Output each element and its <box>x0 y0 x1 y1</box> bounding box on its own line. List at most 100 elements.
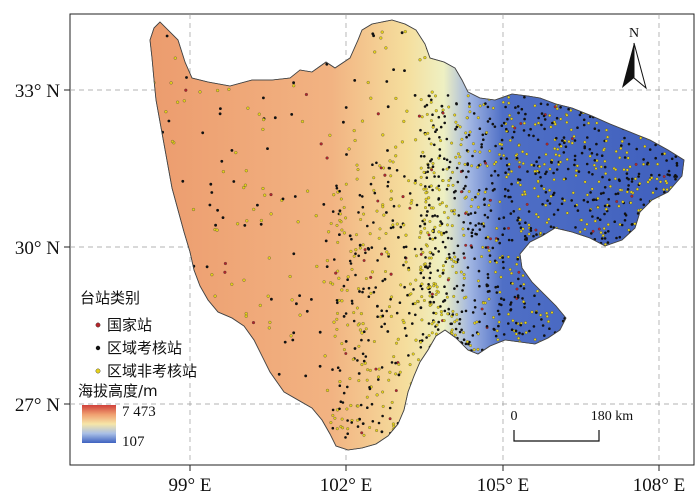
station-point <box>548 327 551 331</box>
station-point <box>340 288 344 292</box>
station-point <box>482 138 485 141</box>
station-point <box>595 153 599 156</box>
station-point <box>458 330 462 334</box>
station-point <box>427 196 431 200</box>
station-point <box>397 204 401 208</box>
station-point <box>477 189 481 192</box>
station-point <box>493 169 497 173</box>
station-point <box>587 171 591 174</box>
station-point <box>535 169 539 173</box>
station-point <box>553 105 557 109</box>
station-point <box>484 161 488 165</box>
station-point <box>545 170 548 174</box>
station-point <box>383 277 387 281</box>
station-point <box>420 318 424 322</box>
station-point <box>386 149 389 152</box>
station-point <box>492 162 496 166</box>
station-point <box>262 118 266 122</box>
station-point <box>329 421 333 425</box>
station-point <box>462 276 466 280</box>
station-point <box>577 170 581 173</box>
station-point <box>499 275 503 279</box>
station-point <box>213 294 217 298</box>
station-point <box>420 287 424 291</box>
station-point <box>431 229 435 233</box>
station-point <box>439 220 442 223</box>
legend-label-regional-assessed: 区域考核站 <box>107 339 182 357</box>
station-point <box>413 94 417 97</box>
station-point <box>553 147 557 151</box>
station-point <box>383 322 387 326</box>
station-point <box>529 226 533 230</box>
station-point <box>424 191 428 195</box>
station-point <box>585 193 589 197</box>
station-point <box>397 373 401 377</box>
station-point <box>433 143 436 147</box>
station-point <box>435 128 439 131</box>
station-point <box>427 137 431 141</box>
station-point <box>555 107 559 111</box>
station-point <box>623 219 627 222</box>
station-point <box>424 200 428 204</box>
station-point <box>510 169 513 173</box>
station-point <box>363 361 367 365</box>
station-point <box>428 276 432 280</box>
station-point <box>325 388 330 392</box>
station-point <box>391 226 395 229</box>
station-point <box>369 291 373 295</box>
station-point <box>314 214 318 218</box>
station-point <box>397 362 401 366</box>
station-point <box>429 206 433 210</box>
station-point <box>442 319 446 323</box>
station-point <box>381 414 384 418</box>
station-point <box>533 104 537 108</box>
station-point <box>518 222 521 225</box>
station-point <box>210 191 214 194</box>
station-point <box>476 116 480 120</box>
station-point <box>486 273 490 276</box>
station-point <box>451 264 455 268</box>
station-point <box>428 94 431 98</box>
station-point <box>427 322 431 325</box>
station-point <box>674 177 677 181</box>
station-point <box>525 202 529 206</box>
station-point <box>388 166 392 170</box>
station-point <box>424 185 427 188</box>
station-point <box>407 354 410 357</box>
station-point <box>347 147 351 151</box>
station-point <box>291 338 295 342</box>
station-point <box>639 198 642 201</box>
station-point <box>359 403 363 407</box>
station-point <box>482 198 486 201</box>
station-point <box>352 129 356 133</box>
station-point <box>403 69 406 72</box>
station-point <box>469 204 473 208</box>
station-point <box>521 332 524 336</box>
station-point <box>384 270 387 273</box>
station-point <box>165 34 169 38</box>
station-point <box>661 152 664 156</box>
station-point <box>388 370 392 374</box>
station-point <box>322 280 326 284</box>
station-point <box>630 223 634 226</box>
station-point <box>434 130 437 133</box>
station-point <box>421 333 425 336</box>
station-point <box>419 214 423 217</box>
station-point <box>440 104 444 108</box>
station-point <box>563 141 566 144</box>
station-point <box>461 227 465 231</box>
station-point <box>643 144 647 148</box>
station-point <box>395 222 399 226</box>
station-point <box>331 210 335 213</box>
station-point <box>488 289 491 293</box>
station-point <box>514 332 518 336</box>
station-point <box>331 368 334 371</box>
station-point <box>511 136 514 139</box>
station-point <box>639 136 643 140</box>
station-point <box>464 131 468 135</box>
station-point <box>377 421 381 425</box>
station-point <box>385 80 389 83</box>
station-point <box>547 320 550 323</box>
station-point <box>373 191 377 195</box>
